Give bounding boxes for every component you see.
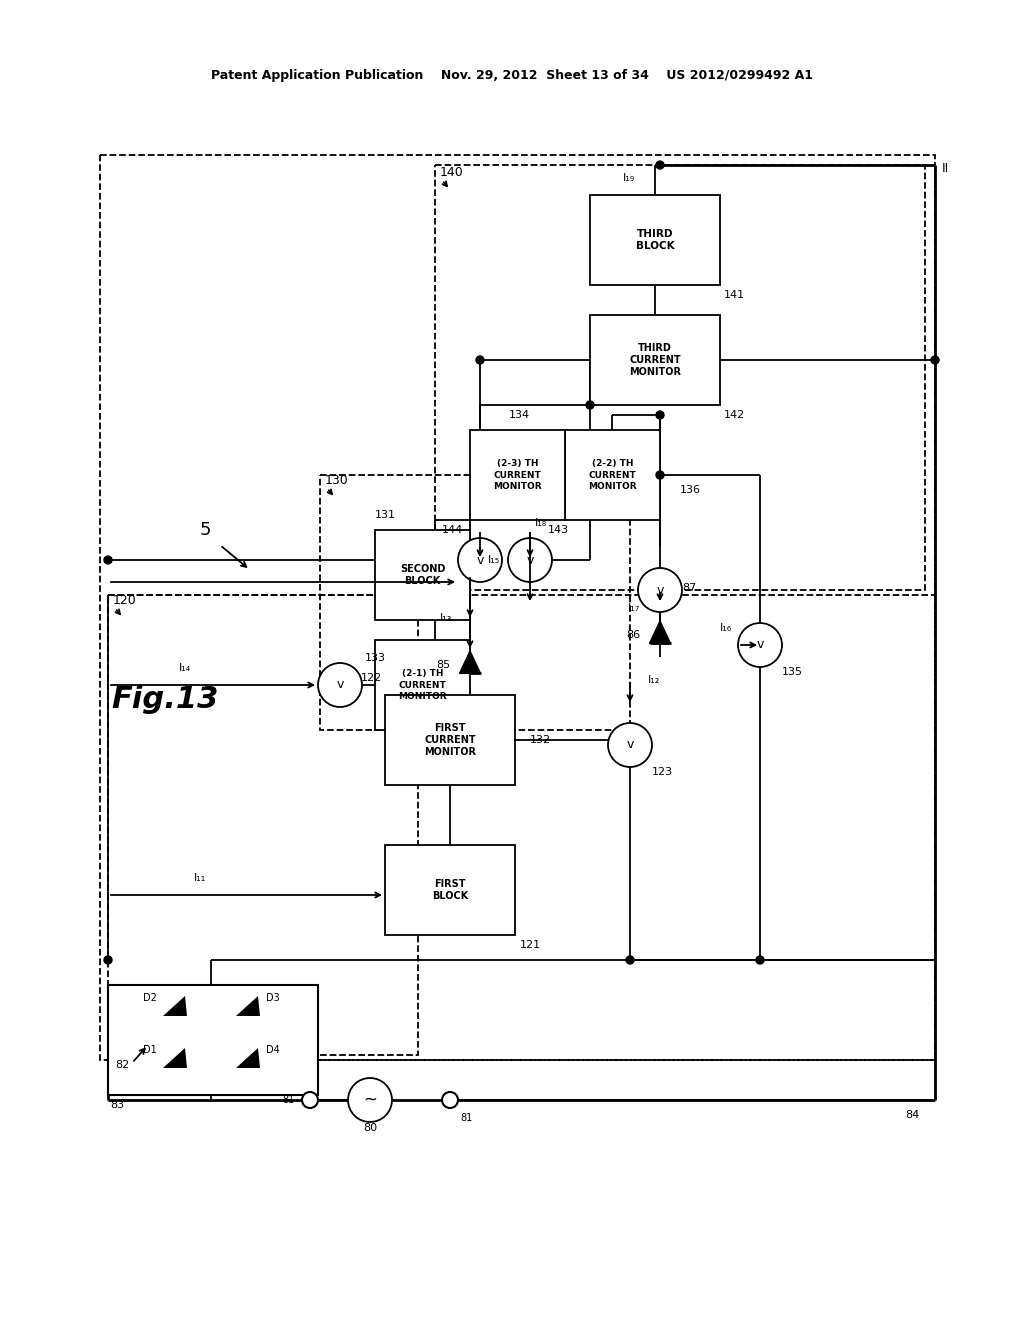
Text: 132: 132 xyxy=(530,735,551,744)
Text: I₁₂: I₁₂ xyxy=(648,675,660,685)
Circle shape xyxy=(638,568,682,612)
Text: 144: 144 xyxy=(441,525,463,535)
Polygon shape xyxy=(649,620,671,643)
Bar xyxy=(108,985,318,1096)
Circle shape xyxy=(458,539,502,582)
Circle shape xyxy=(656,471,664,479)
Circle shape xyxy=(104,956,112,964)
Bar xyxy=(470,430,565,520)
Text: v: v xyxy=(476,553,483,566)
Circle shape xyxy=(508,539,552,582)
Text: 81: 81 xyxy=(460,1113,472,1123)
Text: 84: 84 xyxy=(906,1110,920,1119)
Circle shape xyxy=(656,161,664,169)
Polygon shape xyxy=(460,651,480,673)
Text: 120: 120 xyxy=(113,594,137,606)
Text: 142: 142 xyxy=(724,411,745,420)
Text: 133: 133 xyxy=(365,653,386,663)
Text: 140: 140 xyxy=(440,165,464,178)
Circle shape xyxy=(348,1078,392,1122)
Text: 122: 122 xyxy=(360,673,382,682)
Circle shape xyxy=(476,356,484,364)
Text: I₁₇: I₁₇ xyxy=(628,603,640,612)
Polygon shape xyxy=(163,997,187,1016)
Text: 143: 143 xyxy=(548,525,569,535)
Bar xyxy=(385,845,515,935)
Text: FIRST
BLOCK: FIRST BLOCK xyxy=(432,879,468,902)
Text: 130: 130 xyxy=(325,474,349,487)
Text: I₁₄: I₁₄ xyxy=(179,663,191,673)
Text: ~: ~ xyxy=(362,1092,377,1109)
Circle shape xyxy=(302,1092,318,1107)
Text: v: v xyxy=(627,738,634,751)
Text: Patent Application Publication    Nov. 29, 2012  Sheet 13 of 34    US 2012/02994: Patent Application Publication Nov. 29, … xyxy=(211,69,813,82)
Text: v: v xyxy=(757,639,764,652)
Polygon shape xyxy=(236,997,260,1016)
Bar xyxy=(100,154,935,1060)
Text: 121: 121 xyxy=(520,940,541,950)
Text: Fig.13: Fig.13 xyxy=(112,685,219,714)
Text: v: v xyxy=(336,678,344,692)
Text: SECOND
BLOCK: SECOND BLOCK xyxy=(399,564,445,586)
Text: 141: 141 xyxy=(724,290,745,300)
Text: FIRST
CURRENT
MONITOR: FIRST CURRENT MONITOR xyxy=(424,722,476,758)
Circle shape xyxy=(608,723,652,767)
Bar xyxy=(435,165,925,590)
Circle shape xyxy=(442,1092,458,1107)
Bar xyxy=(375,640,470,730)
Text: v: v xyxy=(656,583,664,597)
Text: 86: 86 xyxy=(626,630,640,640)
Text: (2-3) TH
CURRENT
MONITOR: (2-3) TH CURRENT MONITOR xyxy=(494,459,542,491)
Text: D3: D3 xyxy=(266,993,280,1003)
Text: I₁₅: I₁₅ xyxy=(488,554,500,565)
Circle shape xyxy=(626,956,634,964)
Bar xyxy=(565,430,660,520)
Text: II: II xyxy=(942,161,949,174)
Text: I₁₉: I₁₉ xyxy=(623,173,635,183)
Bar xyxy=(375,531,470,620)
Text: 83: 83 xyxy=(110,1100,124,1110)
Text: I₁₃: I₁₃ xyxy=(439,612,452,623)
Circle shape xyxy=(756,956,764,964)
Circle shape xyxy=(586,401,594,409)
Circle shape xyxy=(931,356,939,364)
Polygon shape xyxy=(163,1048,187,1068)
Circle shape xyxy=(738,623,782,667)
Text: THIRD
BLOCK: THIRD BLOCK xyxy=(636,228,675,251)
Text: THIRD
CURRENT
MONITOR: THIRD CURRENT MONITOR xyxy=(629,343,681,378)
Text: (2-1) TH
CURRENT
MONITOR: (2-1) TH CURRENT MONITOR xyxy=(398,669,446,701)
Text: 135: 135 xyxy=(782,667,803,677)
Text: I₁₆: I₁₆ xyxy=(720,623,732,634)
Text: 123: 123 xyxy=(652,767,673,777)
Bar xyxy=(319,475,630,730)
Text: 80: 80 xyxy=(362,1123,377,1133)
Text: 134: 134 xyxy=(509,411,530,420)
Circle shape xyxy=(656,411,664,418)
Circle shape xyxy=(104,556,112,564)
Text: 85: 85 xyxy=(436,660,450,671)
Text: 81: 81 xyxy=(283,1096,295,1105)
Bar xyxy=(590,195,720,285)
Bar xyxy=(385,696,515,785)
Text: 5: 5 xyxy=(200,521,211,539)
Text: D2: D2 xyxy=(143,993,157,1003)
Text: I₁₁: I₁₁ xyxy=(194,873,206,883)
Text: v: v xyxy=(526,553,534,566)
Text: I₁₈: I₁₈ xyxy=(535,517,547,528)
Polygon shape xyxy=(236,1048,260,1068)
Text: 131: 131 xyxy=(375,510,396,520)
Text: (2-2) TH
CURRENT
MONITOR: (2-2) TH CURRENT MONITOR xyxy=(588,459,637,491)
Text: D4: D4 xyxy=(266,1045,280,1055)
Bar xyxy=(590,315,720,405)
Text: 136: 136 xyxy=(680,484,701,495)
Circle shape xyxy=(318,663,362,708)
Text: 82: 82 xyxy=(116,1060,130,1071)
Text: 87: 87 xyxy=(682,583,696,593)
Text: D1: D1 xyxy=(143,1045,157,1055)
Bar xyxy=(108,595,418,1055)
